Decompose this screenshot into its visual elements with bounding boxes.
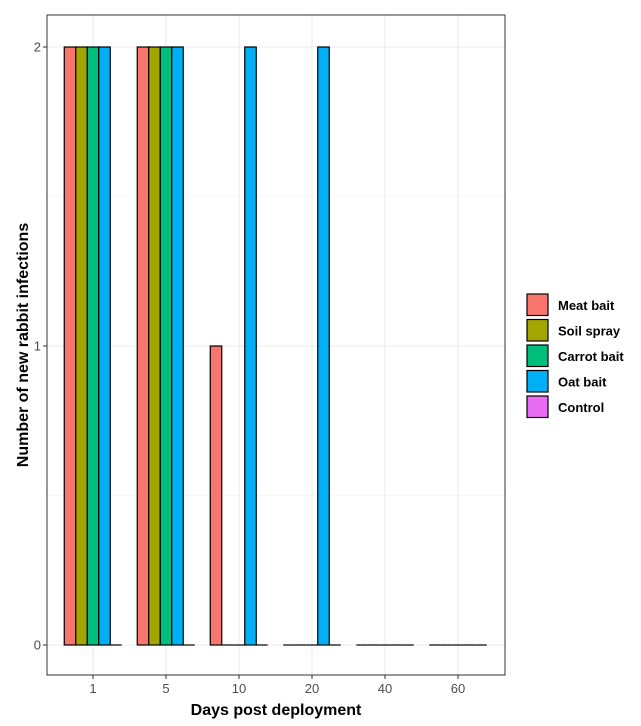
- y-axis: 0 1 2: [34, 40, 47, 653]
- legend-item: Control: [526, 395, 604, 419]
- bar: [244, 46, 257, 646]
- plot-panel: [47, 15, 505, 675]
- x-tick-label: 1: [89, 681, 96, 696]
- x-tick-label: 60: [451, 681, 465, 696]
- bar: [148, 46, 161, 646]
- bar: [75, 46, 88, 646]
- legend-item: Soil spray: [526, 318, 621, 342]
- legend-key: [526, 318, 549, 342]
- x-axis: 1 5 10 20 40 60: [89, 675, 465, 696]
- legend-label: Soil spray: [558, 324, 621, 339]
- legend-item: Oat bait: [526, 369, 607, 393]
- bar: [159, 46, 173, 646]
- y-tick-label: 1: [34, 339, 41, 354]
- bar: [136, 46, 150, 646]
- bar: [209, 345, 223, 646]
- y-tick-label: 0: [34, 638, 41, 653]
- legend-label: Meat bait: [558, 298, 615, 313]
- plot-border: [46, 14, 506, 676]
- y-tick-label: 2: [34, 40, 41, 55]
- bar: [98, 46, 111, 646]
- legend-label: Oat bait: [558, 375, 607, 390]
- bars-layer: [63, 46, 487, 646]
- y-axis-title: Number of new rabbit infections: [15, 223, 32, 468]
- legend-key: [526, 395, 549, 419]
- bar: [317, 46, 330, 646]
- x-tick-label: 40: [378, 681, 392, 696]
- legend-key: [526, 293, 549, 317]
- x-tick-label: 20: [305, 681, 319, 696]
- x-tick-label: 5: [162, 681, 169, 696]
- x-axis-title: Days post deployment: [191, 702, 362, 719]
- legend-item: Carrot bait: [526, 344, 624, 368]
- x-tick-label: 10: [232, 681, 246, 696]
- bar: [63, 46, 77, 646]
- legend-label: Carrot bait: [558, 349, 624, 364]
- legend-key: [526, 344, 549, 368]
- legend-item: Meat bait: [526, 293, 615, 317]
- legend-label: Control: [558, 400, 604, 415]
- bar: [86, 46, 100, 646]
- legend: Meat bait Soil spray Carrot bait Oat bait Co…: [526, 293, 624, 419]
- bar: [171, 46, 184, 646]
- legend-key: [526, 369, 549, 393]
